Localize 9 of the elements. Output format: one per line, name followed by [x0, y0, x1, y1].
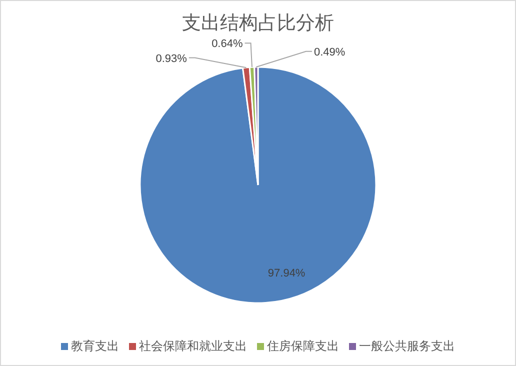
data-label: 97.94%	[268, 267, 306, 280]
data-label: 0.49%	[314, 46, 346, 58]
legend-label: 社会保障和就业支出	[139, 339, 247, 353]
legend-label: 一般公共服务支出	[359, 339, 455, 353]
chart-title: 支出结构占比分析	[182, 13, 334, 34]
legend-label: 教育支出	[71, 339, 119, 353]
data-label: 0.93%	[156, 52, 188, 65]
data-label: 0.64%	[212, 38, 243, 50]
legend-label: 住房保障支出	[266, 339, 339, 353]
